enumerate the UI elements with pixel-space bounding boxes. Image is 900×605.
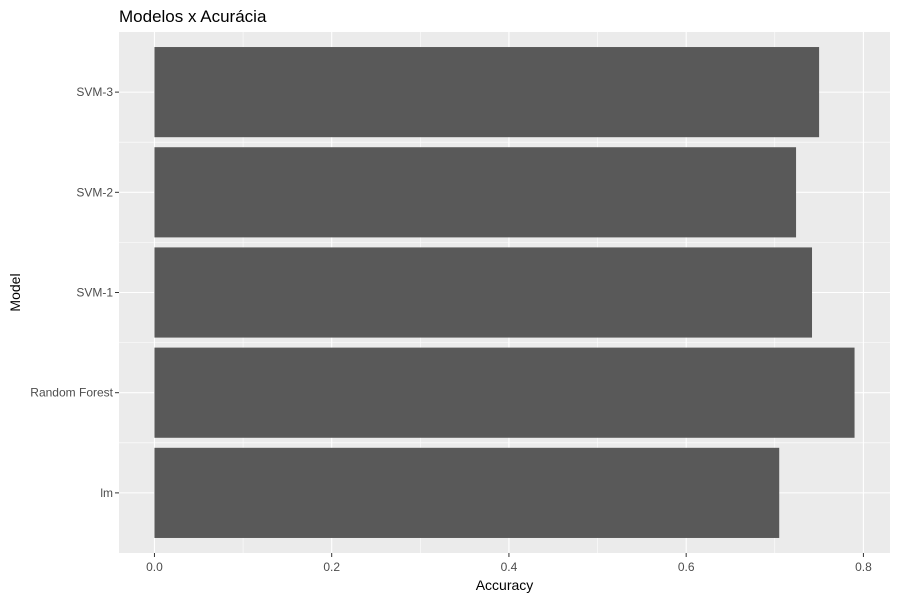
y-tick-label: SVM-1	[76, 286, 113, 300]
x-tick-label: 0.8	[855, 560, 872, 574]
bar-svm-1	[154, 247, 813, 338]
bar-svm-3	[154, 47, 820, 138]
y-axis: lm Random Forest SVM-1 SVM-2 SVM-3	[30, 85, 119, 500]
bar-random-forest	[154, 347, 855, 438]
y-tick-label: Random Forest	[30, 386, 113, 400]
x-tick-label: 0.6	[678, 560, 695, 574]
bar-lm	[154, 447, 780, 538]
x-tick-label: 0.0	[146, 560, 163, 574]
x-tick-label: 0.4	[501, 560, 518, 574]
x-tick-label: 0.2	[323, 560, 340, 574]
bar-svm-2	[154, 147, 797, 238]
y-tick-label: lm	[100, 486, 113, 500]
x-axis-title: Accuracy	[476, 577, 534, 593]
bars	[154, 47, 855, 538]
chart-title: Modelos x Acurácia	[119, 7, 267, 26]
y-tick-label: SVM-3	[76, 85, 113, 99]
y-tick-label: SVM-2	[76, 185, 113, 199]
x-axis: 0.0 0.2 0.4 0.6 0.8	[146, 553, 872, 574]
y-axis-title: Model	[7, 273, 23, 311]
